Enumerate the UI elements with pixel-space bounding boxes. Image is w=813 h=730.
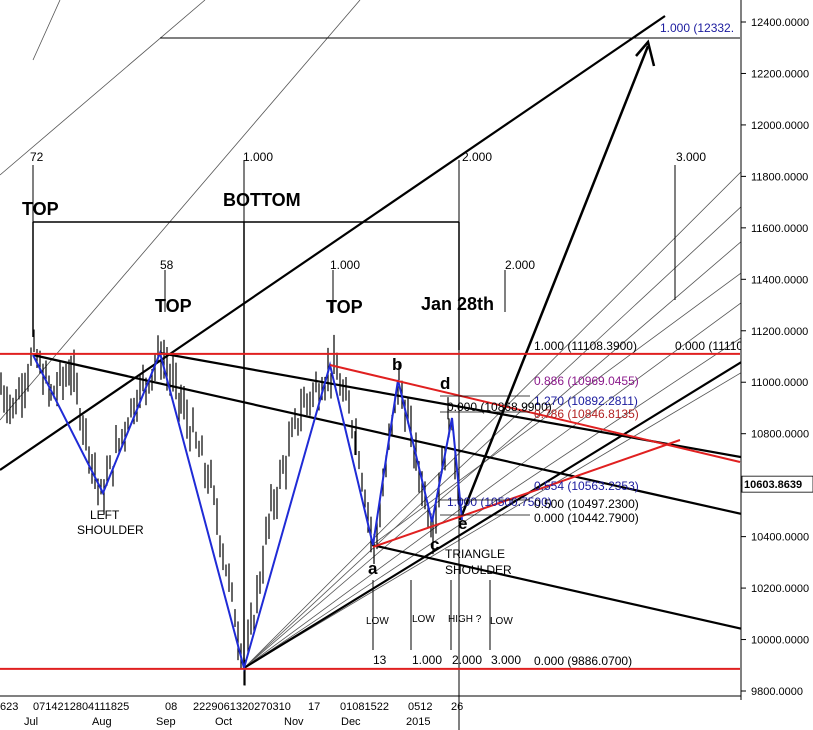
x-month-label-1: Aug — [92, 716, 112, 728]
fan-thin-line-1 — [0, 0, 206, 176]
x-day-label-4: 17 — [308, 701, 320, 713]
label-wave-b: b — [392, 355, 402, 374]
label-triangle-2: SHOULDER — [445, 563, 512, 577]
y-tick-label-7: 11000.0000 — [751, 377, 808, 389]
y-tick-label-11: 10200.0000 — [751, 583, 809, 595]
label-high-q: HIGH ? — [448, 614, 482, 625]
fan-thin-line-8 — [371, 219, 813, 546]
label-jan28: Jan 28th — [421, 294, 494, 314]
y-tick-label-8: 10800.0000 — [751, 429, 809, 441]
label-low-2: LOW — [412, 614, 435, 625]
fib-label-8: 1.000 (10500.7500) — [447, 495, 552, 509]
fib-level-labels: 1.000 (12332. 1.000 (11108.3900) 0.000 (11… — [440, 21, 746, 668]
x-day-label-7: 26 — [451, 701, 463, 713]
fan-thin-line-9 — [243, 139, 813, 669]
y-tick-label-13: 9800.0000 — [751, 686, 803, 698]
fib-label-7: 0.554 (10563.2353) — [534, 479, 639, 493]
fib-label-3: 0.886 (10969.0455) — [534, 374, 639, 388]
x-month-label-0: Jul — [24, 716, 38, 728]
y-tick-label-10: 10400.0000 — [751, 532, 809, 544]
x-month-label-6: 2015 — [406, 716, 430, 728]
label-t2: 2.000 — [452, 653, 482, 667]
fib-label-5: 0.000 (10868.9900) — [447, 400, 552, 414]
fib-label-11: 0.000 (9886.0700) — [534, 654, 632, 668]
x-day-label-2: 08 — [165, 701, 177, 713]
fan-thin-line-7 — [243, 329, 813, 669]
fan-thick-line-3 — [371, 543, 813, 647]
label-wave-c: c — [430, 535, 439, 554]
label-cycle-3a: 3.000 — [676, 150, 706, 164]
label-low-1: LOW — [366, 616, 389, 627]
triangle-upper-line — [329, 364, 741, 463]
fib-label-9: 0.500 (10497.2300) — [534, 497, 639, 511]
label-low-3: LOW — [490, 616, 513, 627]
projection-arrow-line — [458, 45, 650, 521]
red-trend-lines — [0, 352, 741, 670]
price-bars — [0, 329, 459, 686]
fib-label-2: 0.000 (11110. — [675, 339, 746, 353]
label-top-1: TOP — [22, 199, 59, 219]
y-tick-label-2: 12000.0000 — [751, 120, 809, 132]
y-axis-panel — [741, 0, 813, 730]
fib-label-4: 1.270 (10892.2811) — [534, 394, 638, 408]
fan-thick-line-4 — [159, 351, 813, 472]
y-tick-label-5: 11400.0000 — [751, 274, 808, 286]
last-price-box — [741, 475, 813, 493]
x-month-label-4: Nov — [284, 716, 304, 728]
last-price-label: 10603.8639 — [744, 479, 802, 491]
label-wave-a: a — [368, 559, 378, 578]
x-day-label-3: 2229061320270310 — [193, 701, 291, 713]
x-month-label-2: Sep — [156, 716, 176, 728]
fib-label-6: 0.786 (10846.8135) — [534, 407, 639, 421]
label-left-shoulder-2: SHOULDER — [77, 523, 144, 537]
label-t3: 3.000 — [491, 653, 521, 667]
y-tick-label-0: 12400.0000 — [751, 17, 809, 29]
x-day-label-1: 0714212804111825 — [33, 701, 129, 713]
label-bottom: BOTTOM — [223, 190, 301, 210]
label-t1: 1.000 — [412, 653, 442, 667]
label-cycle-2b: 2.000 — [505, 258, 535, 272]
label-cycle-2a: 2.000 — [462, 150, 492, 164]
fan-thin-line-3 — [243, 99, 813, 669]
fan-thin-line-0 — [0, 0, 361, 421]
label-triangle-1: TRIANGLE — [445, 547, 505, 561]
x-day-label-0: 623 — [0, 701, 18, 713]
label-wave-d: d — [440, 374, 450, 393]
fib-label-0: 1.000 (12332. — [660, 21, 734, 35]
y-axis: 12400.0000 12200.0000 12000.0000 11800.0000… — [740, 0, 813, 730]
x-day-label-5: 01081522 — [340, 701, 389, 713]
triangle-lower-line — [372, 439, 681, 548]
wave-zigzag — [32, 349, 463, 672]
y-tick-label-6: 11200.0000 — [751, 326, 808, 338]
label-top-2: TOP — [155, 296, 192, 316]
fan-thin-line-2 — [32, 0, 61, 61]
x-axis: 623 0714212804111825 08 2229061320270310 17 0… — [0, 695, 741, 728]
x-month-label-3: Oct — [215, 716, 232, 728]
x-day-label-6: 0512 — [408, 701, 432, 713]
fan-thin-line-4 — [243, 179, 813, 669]
y-tick-label-3: 11800.0000 — [751, 171, 808, 183]
label-top-3: TOP — [326, 297, 363, 317]
fib-label-1: 1.000 (11108.3900) — [534, 339, 637, 353]
label-left-shoulder-1: LEFT — [90, 508, 120, 522]
label-cycle-58: 58 — [160, 258, 174, 272]
y-tick-label-4: 11600.0000 — [751, 223, 808, 235]
label-cycle-1a: 1.000 — [243, 150, 273, 164]
zigzag-lines — [32, 349, 463, 672]
fib-label-10: 0.000 (10442.7900) — [534, 511, 639, 525]
label-t13: 13 — [373, 653, 387, 667]
fan-thick-line-1 — [0, 15, 666, 471]
fan-thin-line-5 — [243, 249, 813, 669]
arrow-head-icon — [635, 39, 656, 67]
x-month-label-5: Dec — [341, 716, 361, 728]
label-wave-e: e — [458, 514, 467, 533]
fan-thick-line-0 — [32, 353, 813, 532]
y-tick-label-1: 12200.0000 — [751, 68, 809, 80]
y-tick-label-12: 10000.0000 — [751, 635, 809, 647]
label-cycle-72: 72 — [30, 150, 44, 164]
label-cycle-1b: 1.000 — [330, 258, 360, 272]
